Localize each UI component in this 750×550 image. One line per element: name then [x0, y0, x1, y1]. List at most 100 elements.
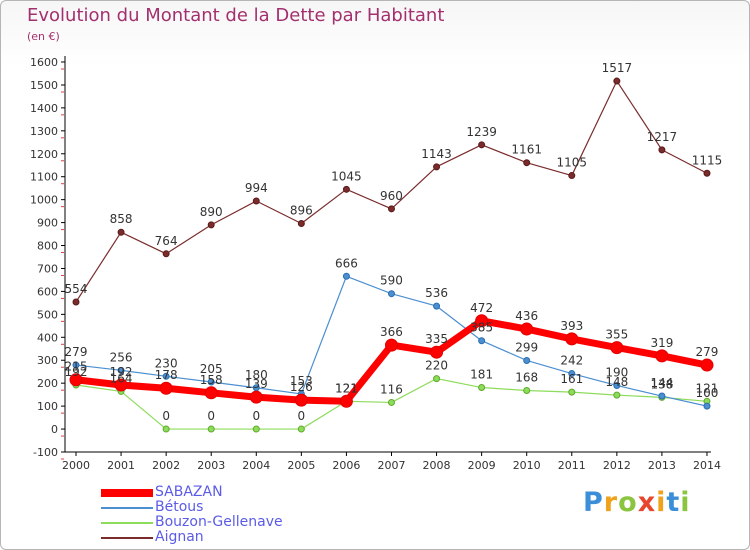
data-point — [565, 332, 579, 346]
data-label: 138 — [650, 377, 673, 391]
data-label: 190 — [605, 365, 628, 379]
data-point — [387, 205, 395, 213]
legend-swatch — [101, 488, 153, 497]
data-point — [384, 338, 398, 352]
data-point — [114, 378, 128, 392]
data-point — [433, 163, 441, 171]
legend-swatch — [101, 521, 153, 524]
x-tick-label: 2004 — [242, 459, 270, 472]
data-point — [433, 302, 441, 310]
logo-letter: r — [603, 487, 619, 518]
data-point — [613, 77, 621, 85]
x-tick-label: 2003 — [197, 459, 225, 472]
x-tick-label: 2006 — [332, 459, 360, 472]
data-point — [520, 322, 534, 336]
data-label: 536 — [425, 286, 448, 300]
data-label: 181 — [470, 368, 493, 382]
data-point — [387, 398, 395, 406]
x-tick-label: 2014 — [693, 459, 721, 472]
data-point — [475, 314, 489, 328]
data-point — [342, 185, 350, 193]
data-point — [342, 272, 350, 280]
data-label: 858 — [110, 212, 133, 226]
data-label: 355 — [605, 328, 628, 342]
y-tick-label: 100 — [37, 400, 58, 413]
y-tick-label: 1600 — [30, 56, 58, 69]
data-label: 139 — [245, 377, 268, 391]
x-tick-label: 2008 — [423, 459, 451, 472]
data-label: 158 — [200, 373, 223, 387]
data-point — [72, 298, 80, 306]
data-label: 256 — [110, 350, 133, 364]
data-point — [117, 228, 125, 236]
y-tick-label: 1300 — [30, 125, 58, 138]
x-tick-label: 2005 — [287, 459, 315, 472]
data-point — [252, 425, 260, 433]
chart-title: Evolution du Montant de la Dette par Hab… — [27, 5, 445, 26]
legend-label: Bétous — [155, 499, 204, 515]
data-point — [204, 386, 218, 400]
data-point — [207, 221, 215, 229]
data-point — [523, 356, 531, 364]
y-tick-label: 500 — [37, 308, 58, 321]
data-point — [297, 220, 305, 228]
data-label: 0 — [298, 409, 306, 423]
data-point — [568, 388, 576, 396]
data-point — [339, 394, 353, 408]
data-label: 1217 — [647, 130, 678, 144]
y-tick-label: 200 — [37, 377, 58, 390]
data-label: 764 — [155, 234, 178, 248]
data-label: 890 — [200, 205, 223, 219]
data-point — [252, 197, 260, 205]
data-point — [387, 290, 395, 298]
x-tick-label: 2010 — [513, 459, 541, 472]
data-point — [523, 387, 531, 395]
legend-label: Aignan — [155, 529, 204, 545]
data-label: 436 — [515, 309, 538, 323]
data-point — [69, 373, 83, 387]
logo-letter: i — [680, 487, 691, 518]
y-tick-label: 800 — [37, 240, 58, 253]
data-point — [700, 358, 714, 372]
data-label: 1143 — [421, 147, 452, 161]
data-point — [613, 391, 621, 399]
data-label: 242 — [560, 354, 583, 368]
data-label: 666 — [335, 256, 358, 270]
y-tick-label: 400 — [37, 331, 58, 344]
data-point — [430, 345, 444, 359]
data-label: 230 — [155, 356, 178, 370]
logo-letter: i — [656, 487, 667, 518]
y-tick-label: -100 — [33, 446, 58, 459]
x-tick-label: 2001 — [107, 459, 135, 472]
y-tick-label: 900 — [37, 217, 58, 230]
y-tick-label: 1000 — [30, 194, 58, 207]
data-label: 153 — [290, 374, 313, 388]
data-point — [294, 393, 308, 407]
data-point — [658, 146, 666, 154]
data-label: 896 — [290, 204, 313, 218]
data-label: 121 — [696, 381, 719, 395]
data-label: 0 — [252, 409, 260, 423]
x-tick-label: 2012 — [603, 459, 631, 472]
data-label: 1105 — [556, 156, 587, 170]
data-label: 121 — [335, 381, 358, 395]
x-tick-label: 2011 — [558, 459, 586, 472]
data-label: 1517 — [602, 61, 633, 75]
y-tick-label: 0 — [51, 423, 58, 436]
data-point — [658, 392, 666, 400]
data-label: 960 — [380, 189, 403, 203]
data-point — [162, 250, 170, 258]
data-point — [523, 159, 531, 167]
data-point — [159, 381, 173, 395]
data-label: 126 — [290, 380, 313, 394]
data-point — [72, 361, 80, 369]
data-label: 590 — [380, 274, 403, 288]
data-point — [655, 349, 669, 363]
logo-letter: t — [666, 487, 681, 518]
data-label: 192 — [65, 365, 88, 379]
data-point — [478, 141, 486, 149]
data-point — [703, 402, 711, 410]
data-label: 1161 — [511, 143, 542, 157]
